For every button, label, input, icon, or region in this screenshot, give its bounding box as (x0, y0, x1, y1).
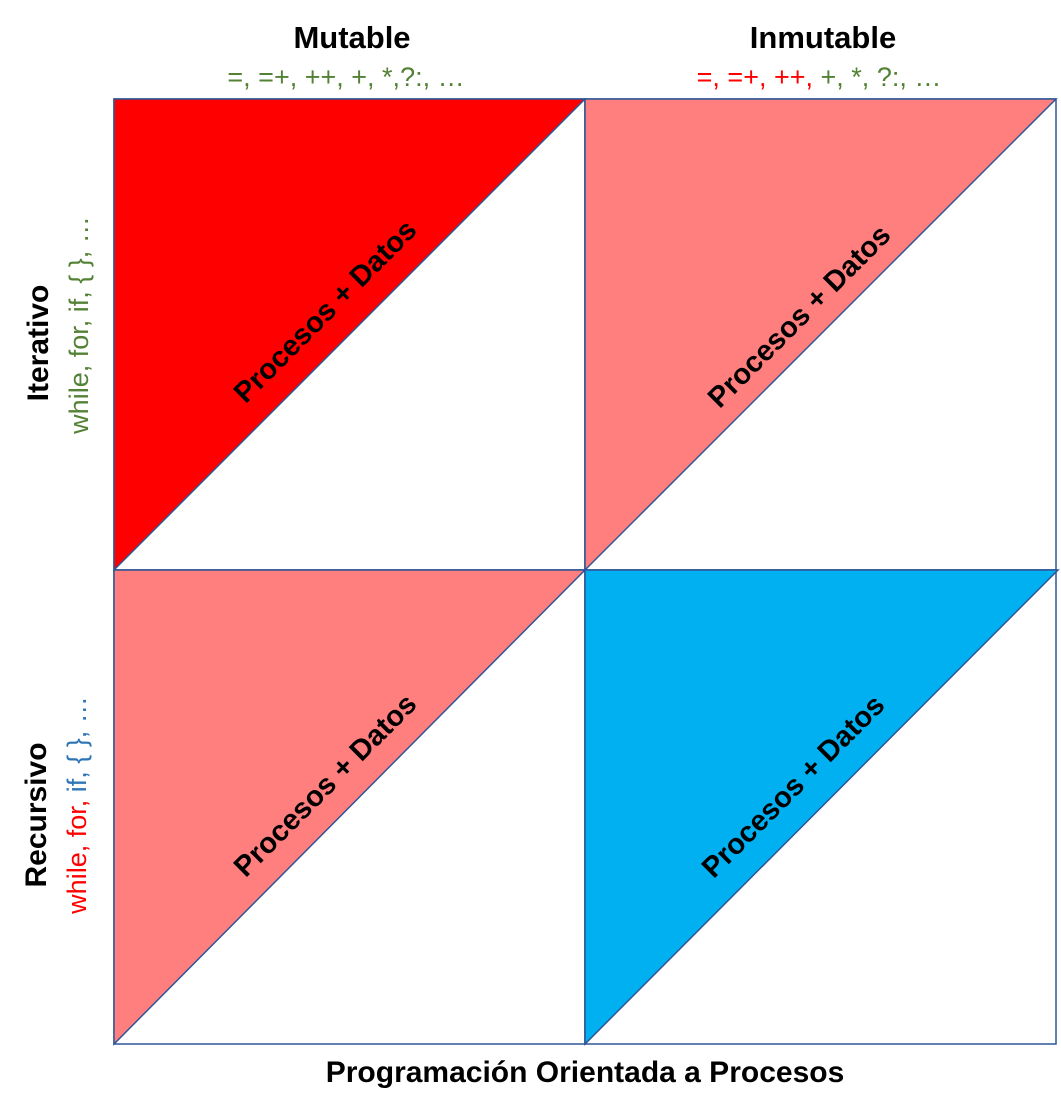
column-operators-inmutable: =, =+, ++, +, *, ?:, … (697, 62, 942, 92)
token: +, (813, 62, 844, 92)
triangle-mutable-iterativo (113, 98, 587, 572)
token: =+, (720, 62, 767, 92)
token: for, (64, 320, 94, 365)
row-keywords-iterativo: while, for, if, { }, … (64, 216, 94, 435)
token: ?:, (400, 62, 430, 92)
token: *, (844, 62, 870, 92)
token: … (64, 216, 94, 251)
token: while, (62, 845, 92, 915)
token: +, (344, 62, 375, 92)
token: =+, (251, 62, 298, 92)
token: ?:, (869, 62, 907, 92)
column-title-inmutable: Inmutable (750, 20, 896, 55)
token: for, (62, 800, 92, 845)
token: =, (227, 62, 250, 92)
token: *, (375, 62, 401, 92)
token: … (62, 696, 92, 731)
cell-mutable-recursivo: Procesos + Datos (113, 569, 587, 1046)
token: =, (697, 62, 720, 92)
token: … (907, 62, 942, 92)
token: { }, (62, 731, 92, 772)
token: ++, (297, 62, 344, 92)
cell-inmutable-iterativo: Procesos + Datos (584, 98, 1058, 572)
token: … (430, 62, 465, 92)
cell-inmutable-recursivo: Procesos + Datos (584, 569, 1060, 1046)
x-axis-label: Programación Orientada a Procesos (326, 1056, 845, 1089)
row-keywords-recursivo: while, for, if, { }, … (62, 696, 92, 915)
row-title-iterativo: Iterativo (22, 285, 55, 402)
token: { }, (64, 251, 94, 292)
column-operators-mutable: =, =+, ++, +, *,?:, … (227, 62, 464, 92)
row-title-recursivo: Recursivo (20, 742, 53, 887)
token: if, (62, 771, 92, 800)
triangle-inmutable-recursivo (584, 569, 1060, 1046)
cell-mutable-iterativo: Procesos + Datos (113, 98, 587, 572)
triangle-mutable-recursivo (113, 569, 587, 1046)
triangle-inmutable-iterativo (584, 98, 1058, 572)
token: while, (64, 365, 94, 435)
token: ++, (766, 62, 813, 92)
column-title-mutable: Mutable (293, 20, 410, 55)
token: if, (64, 291, 94, 320)
